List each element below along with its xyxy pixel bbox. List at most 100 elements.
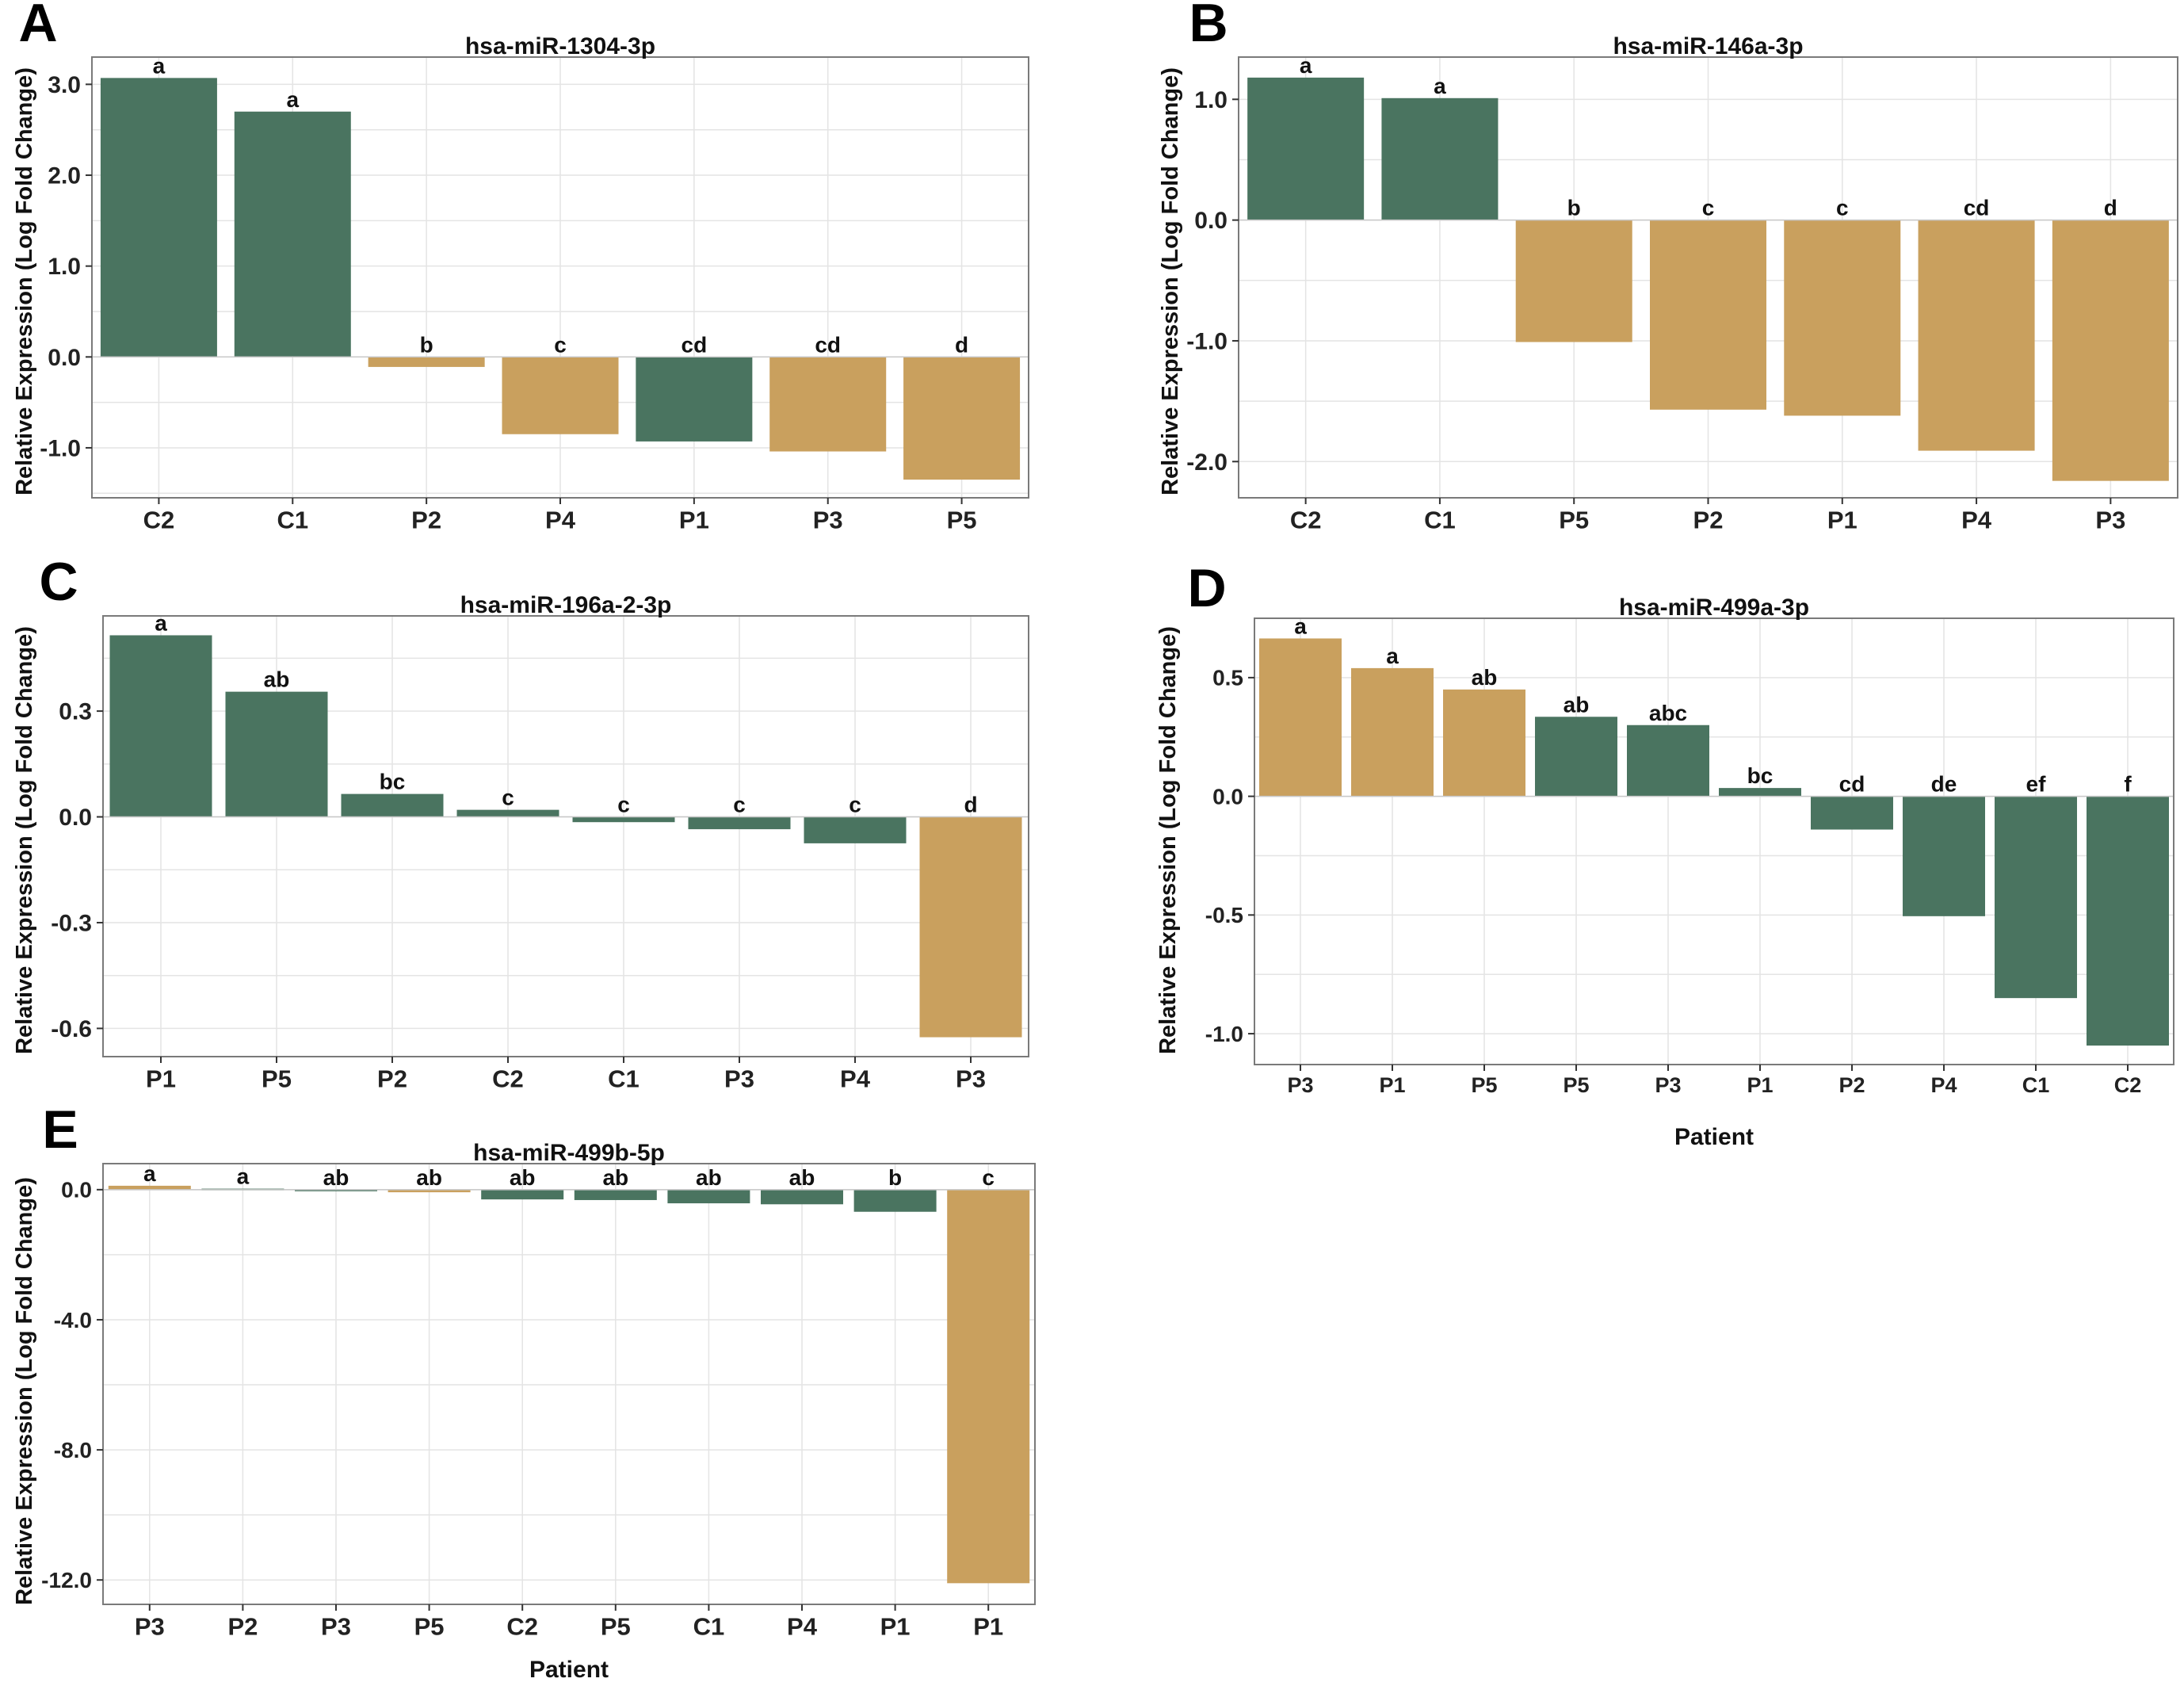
x-tick-label: P3 bbox=[135, 1612, 165, 1640]
y-tick-label: 3.0 bbox=[48, 72, 81, 98]
bar-6 bbox=[574, 1189, 657, 1200]
y-tick-label: -8.0 bbox=[54, 1438, 92, 1462]
y-tick-label: -0.5 bbox=[1205, 903, 1243, 927]
chart-title: hsa-miR-146a-3p bbox=[1613, 33, 1803, 59]
x-tick-label: C2 bbox=[1290, 506, 1322, 533]
plot-frame bbox=[1254, 617, 2174, 1065]
significance-letter: c bbox=[733, 793, 746, 817]
bar-4 bbox=[502, 357, 619, 434]
x-tick-label: P3 bbox=[724, 1065, 754, 1092]
x-tick-label: C2 bbox=[2114, 1073, 2142, 1097]
y-tick-label: -2.0 bbox=[1186, 449, 1228, 476]
x-axis-label: Patient bbox=[1674, 1124, 1754, 1150]
significance-letter: a bbox=[237, 1164, 250, 1189]
significance-letter: b bbox=[1567, 196, 1581, 220]
panel-label: B bbox=[1189, 0, 1228, 53]
x-tick-label: P4 bbox=[787, 1612, 818, 1640]
x-tick-label: P2 bbox=[1838, 1073, 1865, 1097]
significance-letter: c bbox=[617, 793, 630, 817]
bar-10 bbox=[2087, 796, 2169, 1046]
significance-letter: d bbox=[964, 793, 977, 817]
x-tick-label: P4 bbox=[840, 1065, 871, 1092]
chart-panel-d: a a ab ab abc bc cd de ef f 0.5 0.0 -0.5 -1.0 P3 P1 P5 P5… bbox=[1155, 558, 2174, 1150]
bar-2 bbox=[1381, 97, 1499, 220]
significance-letter: ab bbox=[789, 1165, 815, 1190]
significance-letter: a bbox=[1294, 614, 1307, 638]
significance-letter: ab bbox=[416, 1165, 442, 1190]
bar-4 bbox=[1535, 717, 1617, 797]
bar-9 bbox=[853, 1189, 937, 1212]
significance-letter: ab bbox=[602, 1165, 628, 1190]
x-tick-label: P1 bbox=[1379, 1073, 1405, 1097]
significance-letter: a bbox=[153, 53, 166, 78]
x-tick-label: P4 bbox=[1961, 506, 1992, 533]
y-tick-label: 0.0 bbox=[48, 345, 81, 371]
x-tick-label: P3 bbox=[321, 1612, 351, 1640]
significance-letter: a bbox=[1300, 53, 1312, 78]
y-axis-label: Relative Expression (Log Fold Change) bbox=[12, 626, 37, 1054]
significance-letter: cd bbox=[1964, 196, 1990, 220]
significance-letter: a bbox=[1434, 74, 1446, 98]
significance-letter: ab bbox=[510, 1165, 536, 1190]
x-tick-label: P1 bbox=[880, 1612, 911, 1640]
bar-6 bbox=[688, 816, 791, 830]
chart-title: hsa-miR-1304-3p bbox=[465, 33, 655, 59]
bar-3 bbox=[295, 1189, 377, 1191]
x-tick-label: P5 bbox=[1471, 1073, 1497, 1097]
x-tick-label: P3 bbox=[813, 506, 843, 533]
y-axis-label: Relative Expression (Log Fold Change) bbox=[12, 1177, 37, 1605]
chart-panel-a: a a b c cd cd d 3.0 2.0 1.0 0.0 -1.0 C2 C1 P2 P4 P1 P3 P5 h… bbox=[12, 0, 1029, 533]
bar-1 bbox=[100, 78, 217, 357]
significance-letter: c bbox=[1702, 196, 1715, 220]
y-tick-label: -1.0 bbox=[1186, 328, 1228, 354]
significance-letter: f bbox=[2124, 772, 2132, 797]
chart-panel-c: a ab bc c c c c d 0.3 0.0 -0.3 -0.6 P1 P5 P2 C2 C1 P3 P4 P3… bbox=[12, 552, 1029, 1092]
significance-letter: c bbox=[982, 1165, 995, 1190]
chart-panel-e: a a ab ab ab ab ab ab b c 0.0 -4.0 -8.0 -12.0 P3 P2 P3 P5… bbox=[12, 1099, 1036, 1683]
y-tick-label: 1.0 bbox=[1194, 87, 1228, 113]
bar-3 bbox=[1515, 220, 1632, 342]
bar-3 bbox=[341, 793, 444, 817]
significance-letter: b bbox=[888, 1165, 902, 1190]
x-tick-label: C1 bbox=[2022, 1073, 2050, 1097]
chart-title: hsa-miR-196a-2-3p bbox=[460, 592, 672, 618]
significance-letter: cd bbox=[1839, 772, 1865, 797]
y-tick-label: -0.6 bbox=[51, 1016, 92, 1042]
bar-2 bbox=[225, 691, 328, 817]
bar-1 bbox=[1259, 638, 1342, 797]
significance-letter: d bbox=[2104, 196, 2117, 220]
bar-7 bbox=[804, 816, 907, 843]
x-tick-label: P5 bbox=[1563, 1073, 1589, 1097]
significance-letter: ab bbox=[323, 1165, 349, 1190]
y-tick-label: 0.0 bbox=[61, 1178, 92, 1202]
bar-1 bbox=[108, 1185, 191, 1190]
y-tick-label: -0.3 bbox=[51, 910, 92, 936]
bar-1 bbox=[1247, 77, 1365, 220]
significance-letter: ab bbox=[264, 667, 290, 692]
bar-5 bbox=[636, 357, 753, 442]
y-tick-label: 2.0 bbox=[48, 163, 81, 189]
significance-letter: cd bbox=[815, 332, 841, 357]
chart-title: hsa-miR-499a-3p bbox=[1619, 594, 1809, 621]
chart-panel-b: a a b c c cd d 1.0 0.0 -1.0 -2.0 C2 C1 P5 P2 P1 P4 P3 hsa-… bbox=[1158, 0, 2178, 533]
plot-frame bbox=[102, 615, 1029, 1057]
panel-label: D bbox=[1187, 558, 1226, 618]
bar-3 bbox=[368, 357, 485, 367]
significance-letter: de bbox=[1931, 772, 1957, 797]
x-tick-label: C1 bbox=[693, 1612, 725, 1640]
significance-letter: bc bbox=[1747, 763, 1774, 788]
x-tick-label: P5 bbox=[1559, 506, 1589, 533]
y-tick-label: -12.0 bbox=[41, 1568, 92, 1592]
significance-letter: c bbox=[554, 332, 567, 357]
bar-4 bbox=[388, 1189, 471, 1193]
x-tick-label: P1 bbox=[973, 1612, 1003, 1640]
x-tick-label: P4 bbox=[545, 506, 576, 533]
y-tick-label: 0.3 bbox=[59, 699, 92, 725]
significance-letter: a bbox=[155, 610, 167, 635]
bar-7 bbox=[667, 1189, 750, 1204]
bar-8 bbox=[919, 816, 1022, 1038]
x-tick-label: P1 bbox=[146, 1065, 176, 1092]
bar-9 bbox=[1995, 796, 2077, 999]
bar-6 bbox=[769, 357, 887, 452]
y-tick-label: -1.0 bbox=[40, 435, 81, 461]
